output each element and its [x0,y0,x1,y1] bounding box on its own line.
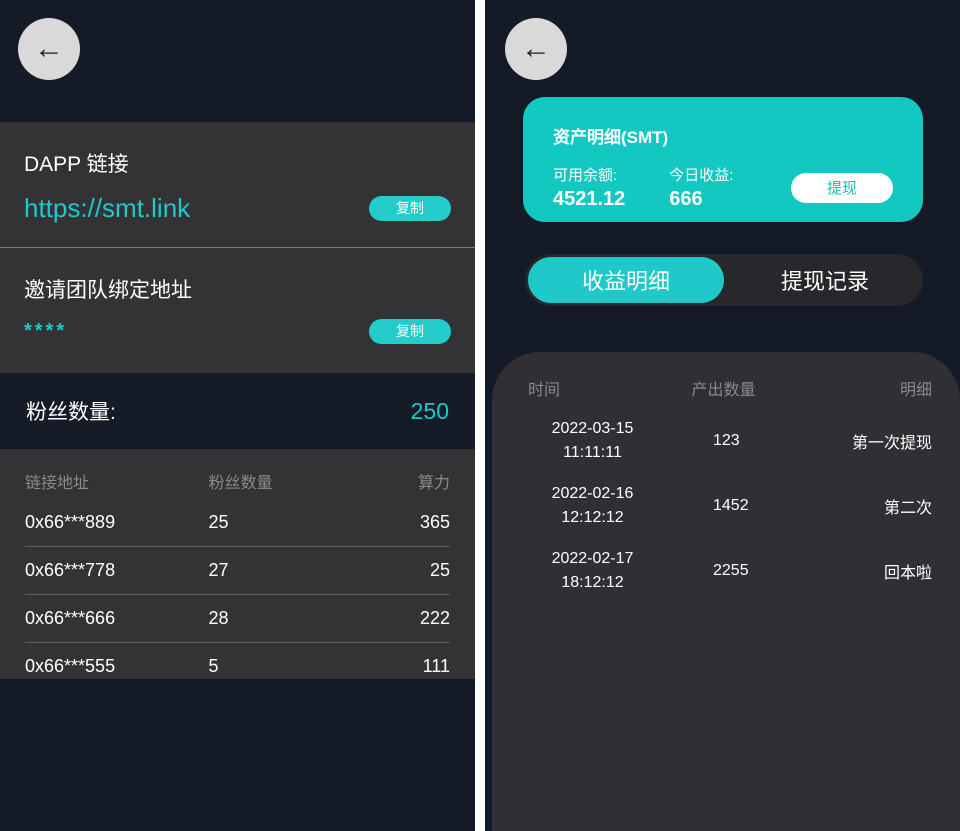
balance-stat: 可用余额: 4521.12 [553,164,625,211]
balance-label: 可用余额: [553,167,618,184]
record-clock: 12:12:12 [561,509,624,526]
invite-address-section: 邀请团队绑定地址 **** 复制 [0,248,475,373]
records-header-time: 时间 [528,382,561,399]
invite-address-title: 邀请团队绑定地址 [24,279,192,302]
row-fans: 5 [208,656,219,676]
team-table-header-fans: 粉丝数量 [208,475,273,492]
balance-value: 4521.12 [553,188,626,210]
dapp-link-title: DAPP 链接 [24,153,129,176]
record-time: 2022-03-15 11:11:11 [520,417,665,465]
income-value: 666 [669,188,703,210]
fans-count-label: 粉丝数量: [26,401,116,424]
asset-card-title: 资产明细(SMT) [553,128,669,147]
income-label: 今日收益: [669,167,734,184]
table-row: 0x66***778 27 25 [25,546,450,594]
record-date: 2022-02-17 [551,550,634,567]
record-row: 2022-03-15 11:11:11 123 第一次提现 [520,417,932,465]
team-table-header: 链接地址 粉丝数量 算力 [25,457,450,499]
record-amount: 1452 [713,497,749,514]
copy-link-button[interactable]: 复制 [369,195,451,222]
fans-count-value: 250 [410,397,449,424]
record-time: 2022-02-17 18:12:12 [520,547,665,595]
tab-withdraw-records[interactable]: 提现记录 [780,269,869,294]
team-table: 链接地址 粉丝数量 算力 0x66***889 25 365 0x66***77… [0,449,475,679]
dapp-link-row: https://smt.link 复制 [24,193,451,224]
invite-screen: ← DAPP 链接 https://smt.link 复制 邀请团队绑定地址 *… [0,0,475,831]
record-clock: 11:11:11 [563,444,622,461]
panel-divider [475,0,485,831]
asset-screen: ← 资产明细(SMT) 可用余额: 4521.12 今日收益: 666 提现 收… [485,0,960,831]
withdraw-button[interactable]: 提现 [791,172,893,203]
records-header-amount: 产出数量 [691,382,756,399]
record-clock: 18:12:12 [561,574,624,591]
record-amount: 2255 [713,562,749,579]
row-power: 222 [419,608,450,628]
income-stat: 今日收益: 666 [669,164,733,211]
row-fans: 27 [208,560,229,580]
row-address: 0x66***555 [25,656,116,676]
record-row: 2022-02-17 18:12:12 2255 回本啦 [520,547,932,595]
back-button[interactable]: ← [505,18,567,80]
team-table-header-address: 链接地址 [25,475,90,492]
row-address: 0x66***889 [25,512,116,532]
dapp-link-section: DAPP 链接 https://smt.link 复制 [0,122,475,247]
table-row: 0x66***889 25 365 [25,499,450,546]
team-table-header-power: 算力 [417,475,450,492]
row-power: 365 [419,512,450,532]
row-fans: 25 [208,512,229,532]
invite-screen-header: ← [0,0,475,122]
records-table-header: 时间 产出数量 明细 [520,376,932,400]
record-amount: 123 [713,432,740,449]
asset-card-stats: 可用余额: 4521.12 今日收益: 666 提现 [553,164,893,211]
dapp-link-url: https://smt.link [24,193,191,223]
copy-address-button[interactable]: 复制 [369,319,451,345]
asset-summary-card: 资产明细(SMT) 可用余额: 4521.12 今日收益: 666 提现 [523,97,923,222]
records-tab-bar: 收益明细 提现记录 [525,254,923,306]
record-time: 2022-02-16 12:12:12 [520,482,665,530]
row-address: 0x66***666 [25,608,116,628]
table-row: 0x66***666 28 222 [25,594,450,642]
invite-address-masked: **** [24,320,68,343]
record-detail: 回本啦 [883,565,932,582]
section-divider [0,247,475,248]
record-date: 2022-03-15 [551,420,634,437]
table-row: 0x66***555 5 111 [25,642,450,690]
tab-income-detail[interactable]: 收益明细 [528,257,724,303]
asset-screen-header: ← [485,0,960,80]
row-power: 111 [422,656,450,676]
back-arrow-icon: ← [521,32,551,65]
row-address: 0x66***778 [25,560,116,580]
record-date: 2022-02-16 [551,485,634,502]
records-header-detail: 明细 [899,382,932,399]
record-detail: 第二次 [883,500,932,517]
invite-address-row: **** 复制 [24,319,451,345]
row-fans: 28 [208,608,229,628]
back-button[interactable]: ← [18,18,80,80]
record-detail: 第一次提现 [851,435,932,452]
fans-count-bar: 粉丝数量: 250 [0,373,475,449]
row-power: 25 [429,560,450,580]
income-records-table: 时间 产出数量 明细 2022-03-15 11:11:11 123 第一次提现… [492,352,960,831]
record-row: 2022-02-16 12:12:12 1452 第二次 [520,482,932,530]
back-arrow-icon: ← [34,32,64,65]
